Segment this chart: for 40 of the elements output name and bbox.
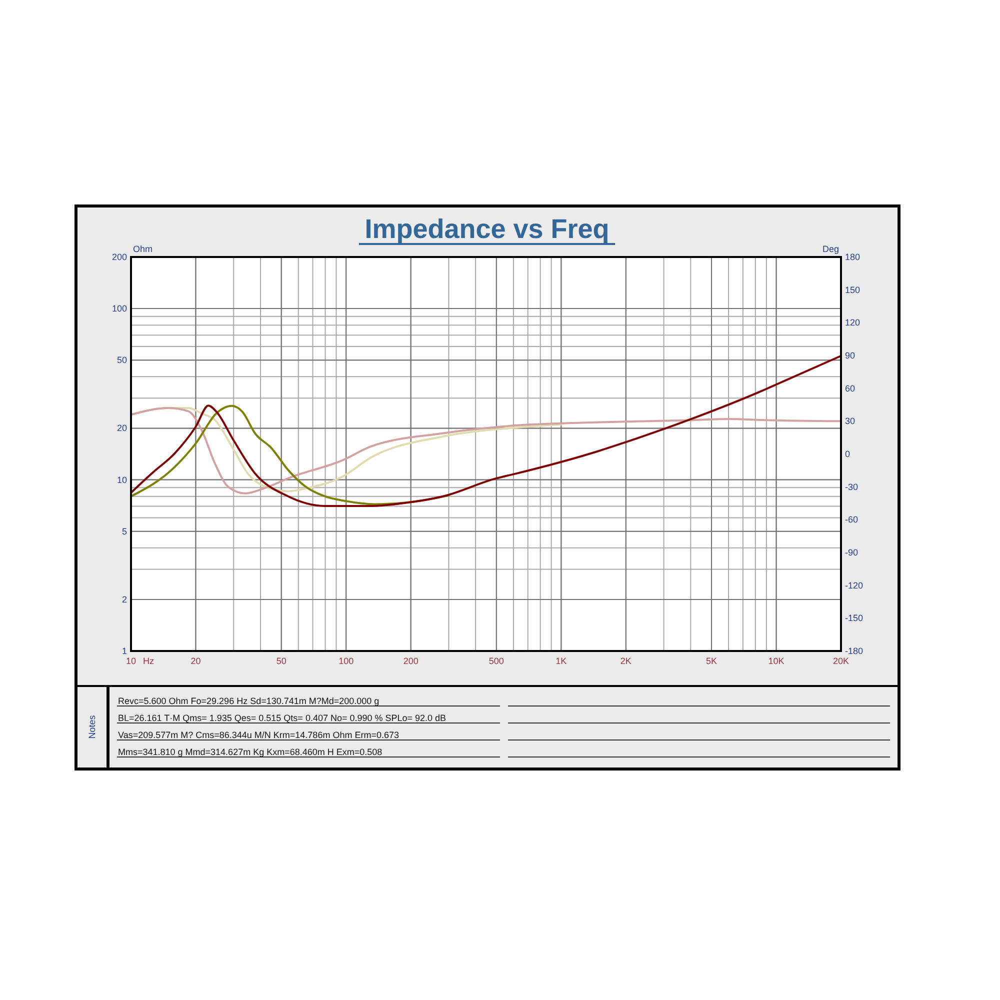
x-tick-label: 100: [338, 656, 354, 666]
y-tick-label: 50: [116, 355, 127, 366]
y-tick-label: 20: [116, 423, 127, 434]
y2-tick-label: -180: [845, 646, 864, 656]
text: Notes: [87, 714, 97, 739]
y-tick-label: 200: [112, 252, 127, 262]
x-axis-title: Hz: [143, 656, 154, 666]
y-tick-label: 10: [116, 474, 127, 485]
y2-tick-label: 60: [845, 383, 856, 394]
y2-tick-label: 150: [845, 284, 860, 295]
y2-tick-label: 30: [845, 416, 856, 426]
y-tick-label: 100: [112, 304, 127, 314]
y2-tick-label: 0: [845, 449, 850, 459]
text: BL=26.161 T·M Qms= 1.935 Qes= 0.515 Qts= 0.407 No= 0.990 % SPLo= 92.0 dB: [118, 713, 446, 723]
y2-tick-label: -60: [845, 514, 858, 525]
text: Mms=341.810 g Mmd=314.627m Kg Kxm=68.460m H Exm=0.508: [118, 747, 382, 757]
y2-tick-label: -120: [845, 580, 864, 590]
y2-tick-label: 120: [845, 318, 860, 328]
x-tick-label: 5K: [706, 656, 718, 666]
x-tick-label: 1K: [556, 656, 567, 666]
chart-title: Impedance vs Freq: [364, 214, 610, 244]
y-tick-label: 2: [122, 594, 127, 604]
text: Vas=209.577m M? Cms=86.344u M/N Krm=14.786m Ohm Erm=0.673: [118, 730, 399, 740]
x-tick-label: 20: [190, 656, 201, 666]
x-tick-label: 10K: [768, 656, 784, 666]
y-tick-label: 1: [122, 646, 127, 656]
x-tick-label: 20K: [832, 656, 850, 666]
text: Revc=5.600 Ohm Fo=29.296 Hz Sd=130.741m M?Md=200.000 g: [118, 696, 380, 706]
y2-tick-label: -150: [845, 613, 864, 624]
y-axis-title: Ohm: [133, 244, 153, 254]
y2-tick-label: -90: [845, 548, 858, 558]
x-tick-label: 200: [403, 656, 418, 666]
y2-tick-label: 90: [845, 350, 856, 360]
x-tick-label: 500: [488, 656, 504, 666]
x-tick-label: 2K: [620, 656, 632, 666]
y2-tick-label: 180: [845, 252, 860, 262]
y2-tick-label: -30: [845, 482, 858, 492]
y2-axis-title: Deg: [822, 244, 839, 254]
y-tick-label: 5: [122, 526, 127, 536]
x-tick-label: 50: [276, 656, 286, 666]
